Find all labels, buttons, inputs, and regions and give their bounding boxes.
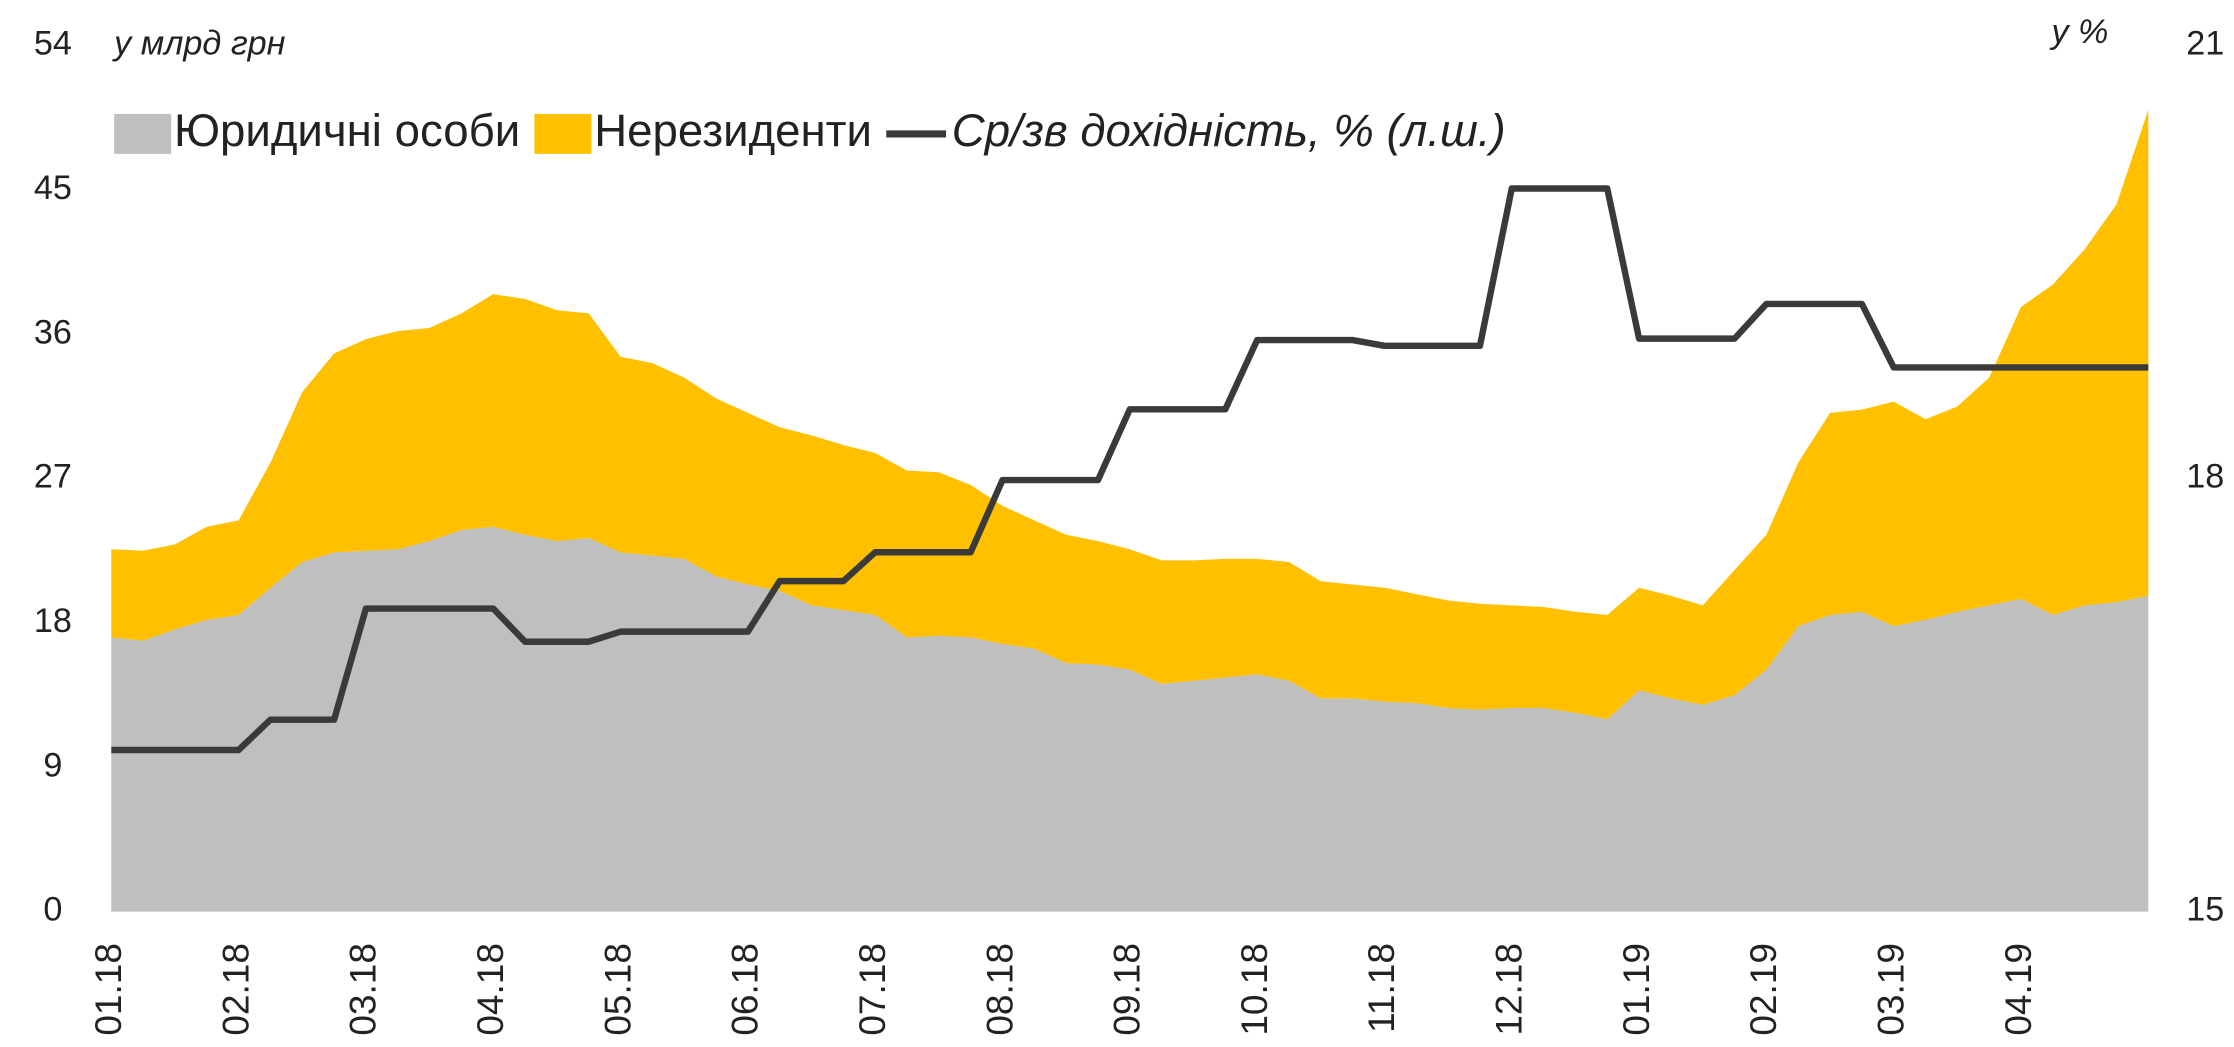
y-tick-label: 54 [34, 25, 72, 63]
y2-axis-label: у % [2049, 13, 2108, 51]
legend-item: Ср/зв дохідність, % (л.ш.) [886, 105, 1506, 156]
x-tick-label: 01.18 [87, 943, 129, 1036]
y-tick-label: 0 [43, 891, 62, 929]
legend-label: Ср/зв дохідність, % (л.ш.) [952, 105, 1506, 156]
y-tick-label: 9 [43, 746, 62, 784]
x-tick-label: 11.18 [1360, 943, 1402, 1033]
x-tick-label: 05.18 [596, 943, 638, 1036]
x-tick-label: 04.18 [469, 943, 511, 1036]
legend-label: Нерезиденти [594, 105, 872, 156]
line [111, 185, 2149, 754]
legend-item: Юридичні особи [114, 105, 520, 156]
y2-tick-label: 15 [2186, 891, 2224, 929]
x-tick-label: 06.18 [724, 943, 766, 1036]
x-tick-label: 02.19 [1742, 943, 1784, 1036]
area [111, 526, 2149, 912]
y-tick-label: 18 [34, 602, 72, 640]
x-tick-label: 04.19 [1997, 943, 2039, 1036]
x-tick-label: 09.18 [1106, 943, 1148, 1036]
x-tick-label: 03.19 [1869, 943, 1911, 1036]
x-tick-label: 03.18 [342, 943, 384, 1036]
x-tick-label: 01.19 [1615, 943, 1657, 1036]
y-tick-label: 36 [34, 313, 72, 351]
y2-tick-label: 21 [2186, 25, 2224, 63]
x-tick-label: 02.18 [214, 943, 256, 1036]
legend-swatch [114, 113, 172, 154]
y-axis-label: у млрд грн [112, 25, 286, 63]
x-tick-label: 12.18 [1488, 943, 1530, 1036]
y-tick-label: 45 [34, 169, 72, 207]
legend-swatch [534, 113, 592, 154]
x-tick-label: 07.18 [851, 943, 893, 1036]
y-tick-label: 27 [34, 458, 72, 496]
legend-label: Юридичні особи [174, 105, 520, 156]
x-tick-label: 08.18 [978, 943, 1020, 1036]
legend-item: Нерезиденти [534, 105, 872, 156]
area [111, 109, 2149, 720]
x-tick-label: 10.18 [1233, 943, 1275, 1036]
y2-tick-label: 18 [2186, 458, 2224, 496]
